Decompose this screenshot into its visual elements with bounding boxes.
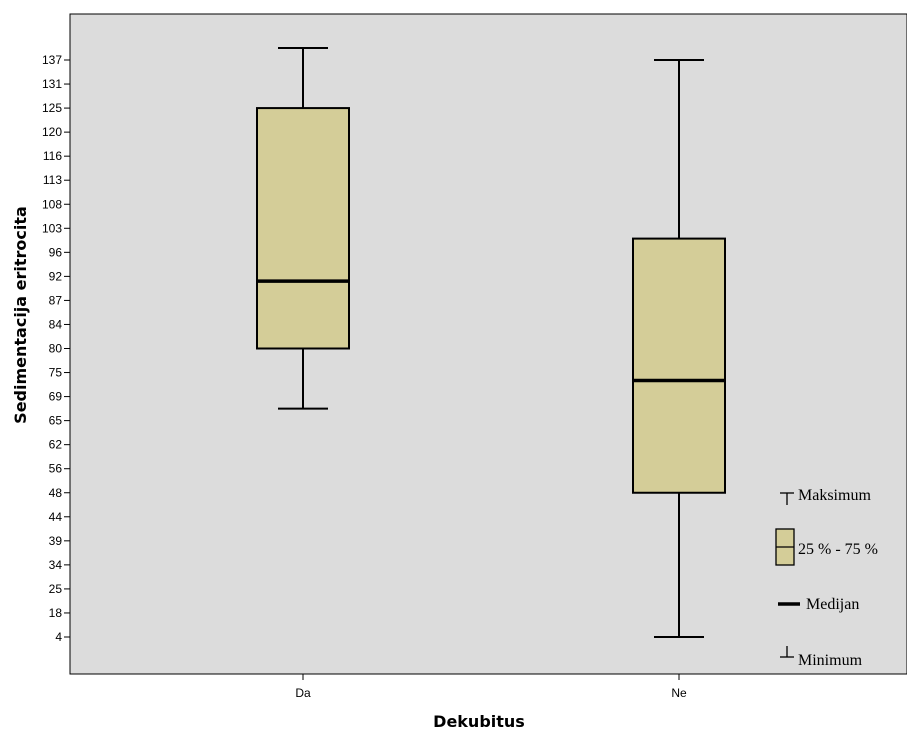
legend-median-label: Medijan — [806, 596, 859, 613]
y-tick-label: 48 — [49, 486, 63, 500]
y-tick-label: 25 — [49, 582, 63, 596]
y-tick-label: 75 — [49, 366, 63, 380]
iqr-box — [632, 237, 726, 494]
y-tick-label: 108 — [42, 197, 62, 211]
y-tick-label: 137 — [42, 53, 62, 67]
y-tick-label: 92 — [49, 269, 63, 283]
legend-box-icon — [775, 528, 795, 566]
y-tick-label: 39 — [49, 534, 63, 548]
y-axis-title: Sedimentacija eritrocita — [11, 206, 30, 424]
y-tick-label: 62 — [49, 438, 63, 452]
y-tick-label: 116 — [43, 149, 62, 163]
y-tick-label: 84 — [49, 317, 63, 331]
legend-min-icon — [780, 646, 794, 658]
y-tick-label: 113 — [43, 173, 62, 187]
y-tick-label: 44 — [49, 510, 63, 524]
y-tick-label: 65 — [49, 414, 63, 428]
y-tick-label: 69 — [49, 390, 63, 404]
legend-max-icon — [780, 492, 794, 505]
y-axis: 4 18 25 34 39 44 48 56 62 65 69 75 80 84 87 92 96 103 108 1… — [42, 53, 70, 644]
box-da — [256, 46, 350, 410]
x-tick-label: Ne — [671, 686, 687, 700]
y-tick-label: 87 — [49, 293, 63, 307]
y-tick-label: 4 — [55, 630, 62, 644]
x-axis: Da Ne — [295, 674, 687, 700]
x-axis-title: Dekubitus — [433, 712, 525, 731]
iqr-box — [256, 107, 350, 350]
legend-box-label: 25 % - 75 % — [798, 541, 878, 558]
y-tick-label: 125 — [42, 101, 62, 115]
y-tick-label: 120 — [42, 125, 62, 139]
y-tick-label: 80 — [49, 342, 63, 356]
y-tick-label: 18 — [49, 606, 63, 620]
y-tick-label: 96 — [49, 245, 63, 259]
boxes — [256, 46, 726, 638]
x-tick-label: Da — [295, 686, 311, 700]
plot-area — [69, 13, 907, 675]
legend-min-label: Minimum — [798, 652, 863, 669]
y-tick-label: 131 — [42, 77, 62, 91]
legend: Maksimum 25 % - 75 % Medijan Minimum — [775, 487, 878, 669]
legend-max-label: Maksimum — [798, 487, 871, 504]
box-ne — [632, 59, 726, 638]
y-tick-label: 56 — [49, 462, 63, 476]
y-tick-label: 34 — [49, 558, 63, 572]
y-tick-label: 103 — [42, 221, 62, 235]
